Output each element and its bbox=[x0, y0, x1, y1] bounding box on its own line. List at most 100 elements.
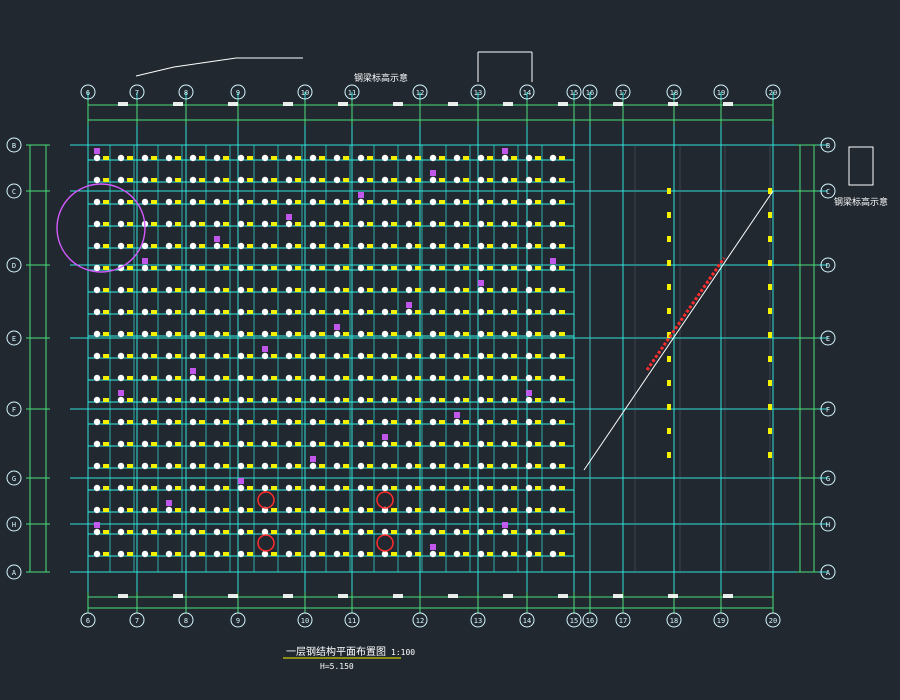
member-bulb bbox=[237, 374, 245, 382]
member-tag bbox=[463, 530, 469, 534]
axis-bubble-bottom-circle bbox=[765, 612, 781, 628]
member-tag bbox=[391, 376, 397, 380]
member-bulb bbox=[501, 484, 509, 492]
axis-bubble-left-text: C bbox=[12, 188, 16, 196]
member-tag bbox=[487, 178, 493, 182]
red-ring bbox=[257, 534, 275, 552]
member-bulb bbox=[525, 220, 533, 228]
member-bulb bbox=[93, 484, 101, 492]
member-tag bbox=[175, 552, 181, 556]
axis-bubble-right: B bbox=[820, 137, 836, 153]
member-tag bbox=[103, 156, 109, 160]
member-bulb bbox=[93, 352, 101, 360]
member-bulb bbox=[405, 286, 413, 294]
member-bulb bbox=[237, 264, 245, 272]
member-bulb bbox=[165, 198, 173, 206]
axis-bubble-bottom-text: 7 bbox=[135, 617, 139, 625]
member-bulb bbox=[477, 264, 485, 272]
axis-bubble-right-circle bbox=[820, 516, 836, 532]
axis-bubble-bottom-text: 10 bbox=[301, 617, 309, 625]
member-tag bbox=[535, 200, 541, 204]
member-bulb bbox=[453, 308, 461, 316]
axis-bubble-top-circle bbox=[666, 84, 682, 100]
right-yellow-mark bbox=[768, 452, 772, 458]
member-bulb bbox=[213, 264, 221, 272]
member-tag bbox=[247, 244, 253, 248]
member-bulb bbox=[453, 418, 461, 426]
member-bulb bbox=[429, 440, 437, 448]
member-bulb bbox=[405, 264, 413, 272]
member-bulb bbox=[165, 242, 173, 250]
member-bulb bbox=[357, 418, 365, 426]
axis-bubble-right-circle bbox=[820, 183, 836, 199]
axis-bubble-top-circle bbox=[713, 84, 729, 100]
member-bulb bbox=[357, 352, 365, 360]
member-tag bbox=[343, 156, 349, 160]
member-tag bbox=[391, 310, 397, 314]
member-tag bbox=[127, 332, 133, 336]
member-bulb bbox=[549, 396, 557, 404]
member-bulb bbox=[213, 484, 221, 492]
dim-text-block bbox=[118, 594, 128, 598]
member-bulb bbox=[405, 242, 413, 250]
member-bulb bbox=[525, 308, 533, 316]
member-tag bbox=[511, 530, 517, 534]
member-tag bbox=[319, 420, 325, 424]
axis-bubble-top-text: 17 bbox=[619, 89, 627, 97]
axis-bubble-bottom-circle bbox=[566, 612, 582, 628]
member-tag bbox=[103, 552, 109, 556]
member-tag bbox=[271, 552, 277, 556]
member-tag bbox=[487, 244, 493, 248]
member-bulb bbox=[165, 308, 173, 316]
member-bulb bbox=[525, 286, 533, 294]
member-magenta bbox=[430, 170, 436, 176]
axis-bubble-top: 11 bbox=[344, 84, 360, 100]
member-tag bbox=[439, 486, 445, 490]
member-tag bbox=[415, 354, 421, 358]
member-tag bbox=[559, 244, 565, 248]
member-tag bbox=[127, 266, 133, 270]
axis-bubble-right-text: G bbox=[826, 475, 830, 483]
axis-bubble-right: D bbox=[820, 257, 836, 273]
member-bulb bbox=[381, 418, 389, 426]
member-tag bbox=[271, 178, 277, 182]
member-bulb bbox=[285, 462, 293, 470]
member-tag bbox=[535, 222, 541, 226]
member-tag bbox=[487, 200, 493, 204]
right-yellow-mark bbox=[768, 212, 772, 218]
axis-bubble-bottom-circle bbox=[615, 612, 631, 628]
member-tag bbox=[151, 376, 157, 380]
member-bulb bbox=[189, 396, 197, 404]
member-bulb bbox=[549, 220, 557, 228]
member-tag bbox=[439, 222, 445, 226]
member-tag bbox=[151, 288, 157, 292]
right-yellow-mark bbox=[768, 188, 772, 194]
member-tag bbox=[319, 266, 325, 270]
member-markers bbox=[93, 148, 772, 558]
axis-bubble-right-text: F bbox=[826, 406, 830, 414]
member-bulb bbox=[525, 176, 533, 184]
member-magenta bbox=[118, 390, 124, 396]
member-bulb bbox=[453, 154, 461, 162]
axis-bubble-bottom-circle bbox=[297, 612, 313, 628]
member-bulb bbox=[261, 550, 269, 558]
member-bulb bbox=[189, 220, 197, 228]
axis-bubble-left: D bbox=[6, 257, 22, 273]
member-bulb bbox=[453, 528, 461, 536]
member-tag bbox=[487, 442, 493, 446]
member-tag bbox=[127, 200, 133, 204]
dim-text-block bbox=[118, 102, 128, 106]
member-bulb bbox=[381, 330, 389, 338]
member-bulb bbox=[213, 550, 221, 558]
member-bulb bbox=[501, 198, 509, 206]
member-bulb bbox=[381, 352, 389, 360]
member-bulb bbox=[261, 396, 269, 404]
member-tag bbox=[439, 178, 445, 182]
member-tag bbox=[247, 552, 253, 556]
member-bulb bbox=[213, 418, 221, 426]
member-bulb bbox=[93, 330, 101, 338]
member-bulb bbox=[333, 440, 341, 448]
member-bulb bbox=[477, 484, 485, 492]
top-sketch-polyline bbox=[135, 57, 303, 77]
member-tag bbox=[439, 156, 445, 160]
